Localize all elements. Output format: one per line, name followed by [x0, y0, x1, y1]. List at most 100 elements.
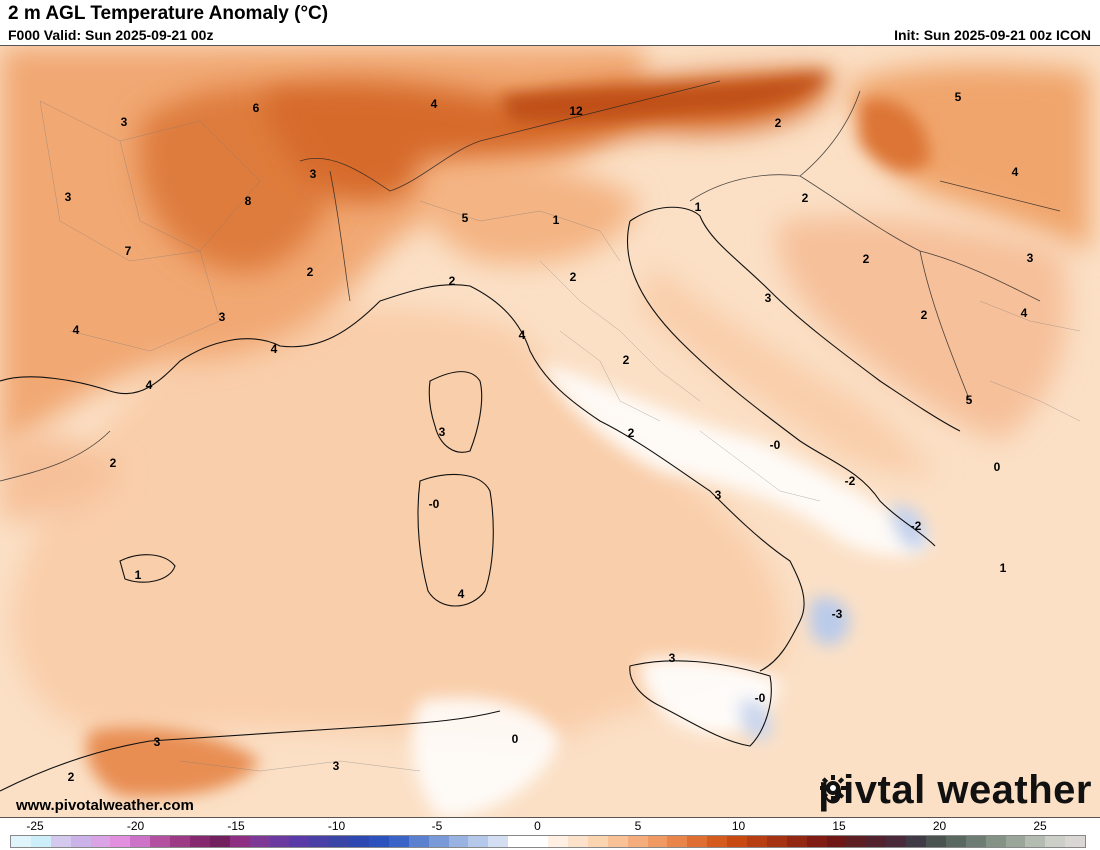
anomaly-value-label: -0 [428, 497, 440, 511]
anomaly-value-label: 0 [511, 732, 519, 746]
color-scale-swatch [408, 836, 429, 847]
color-scale-swatch [965, 836, 986, 847]
anomaly-value-label: 3 [120, 115, 128, 129]
anomaly-value-label: 12 [569, 104, 583, 118]
anomaly-value-label: 2 [774, 116, 782, 130]
color-scale-swatch [468, 836, 489, 847]
anomaly-value-label: -0 [754, 691, 766, 705]
color-scale-swatch [746, 836, 767, 847]
anomaly-value-label: 3 [309, 167, 317, 181]
color-scale-swatch [587, 836, 608, 847]
color-scale-tick: 25 [1033, 819, 1047, 833]
color-scale-tick: -25 [26, 819, 44, 833]
color-scale-swatch [687, 836, 708, 847]
calabria-cool [810, 597, 850, 646]
anomaly-value-label: 7 [124, 244, 132, 258]
color-scale-swatch [548, 836, 568, 847]
anomaly-value-label: 1 [552, 213, 560, 227]
spain-warm [0, 432, 120, 521]
color-scale-swatch [806, 836, 827, 847]
color-scale-tick: 0 [534, 819, 541, 833]
color-scale-swatch [1045, 836, 1066, 847]
anomaly-value-label: 3 [332, 759, 340, 773]
color-scale-swatch [567, 836, 588, 847]
valid-time: F000 Valid: Sun 2025-09-21 00z [8, 27, 214, 43]
color-scale-swatch [667, 836, 688, 847]
color-scale-tick: 15 [832, 819, 846, 833]
color-scale-swatch [1025, 836, 1046, 847]
anomaly-map[interactable]: 6 4 12 2 5 3 3 4 3 8 5 1 1 2 7 2 2 2 2 3 3 3 4 4 4 2 4 2 4 5 3 2 -0 2 0 -2 3… [0, 45, 1100, 818]
anomaly-value-label: 2 [109, 456, 117, 470]
anomaly-value-label: 8 [244, 194, 252, 208]
anomaly-value-label: 3 [438, 425, 446, 439]
color-scale-swatch [170, 836, 191, 847]
color-scale-swatch [647, 836, 668, 847]
map-title: 2 m AGL Temperature Anomaly (°C) [8, 3, 329, 24]
sun-gear-icon [820, 775, 847, 801]
color-scale-swatch [866, 836, 887, 847]
anomaly-value-label: 4 [270, 342, 278, 356]
color-scale: -25 -20 -15 -10 -5 0 5 10 15 20 25 [10, 820, 1086, 850]
site-url[interactable]: www.pivotalweather.com [16, 797, 194, 814]
color-scale-swatch [488, 836, 509, 847]
anomaly-value-label: 3 [764, 291, 772, 305]
color-scale-tick: -10 [327, 819, 346, 833]
color-scale-swatch [388, 836, 409, 847]
color-scale-tick: -5 [431, 819, 443, 833]
admin-boundaries [39, 100, 1081, 772]
anomaly-value-label: 2 [67, 770, 75, 784]
anomaly-value-label: 4 [145, 378, 153, 392]
anomaly-value-label: 1 [694, 200, 702, 214]
color-scale-swatch [11, 836, 31, 847]
tunisia-neutral [411, 697, 560, 817]
color-scale-swatch [349, 836, 370, 847]
anomaly-value-label: 1 [134, 568, 142, 582]
color-scale-swatch [846, 836, 867, 847]
color-scale-swatch [249, 836, 270, 847]
anomaly-value-label: -3 [831, 607, 843, 621]
anomaly-value-label: 3 [153, 735, 161, 749]
color-scale-swatch [508, 836, 529, 847]
color-scale-swatch [766, 836, 787, 847]
anomaly-value-label: 3 [668, 651, 676, 665]
anomaly-value-label: 5 [954, 90, 962, 104]
color-scale-swatch [1065, 836, 1086, 847]
borders [0, 80, 1061, 482]
color-scale-swatch [309, 836, 330, 847]
anomaly-value-label: 5 [461, 211, 469, 225]
anomaly-value-label: 5 [965, 393, 973, 407]
color-scale-tick: 5 [634, 819, 642, 833]
anomaly-value-label: 2 [569, 270, 577, 284]
logo-text-right: tal weather [877, 768, 1092, 812]
hungary-hot [860, 99, 930, 172]
color-scale-swatch [1005, 836, 1026, 847]
color-scale-swatch [90, 836, 111, 847]
map-canvas [0, 46, 1100, 817]
anomaly-value-label: -2 [844, 474, 856, 488]
coastlines [0, 206, 961, 792]
anomaly-value-label: 1 [999, 561, 1007, 575]
alps-max [500, 73, 830, 123]
color-scale-swatch [528, 836, 549, 847]
anomaly-value-label: 6 [252, 101, 260, 115]
color-scale-swatch [707, 836, 728, 847]
sicily-cool [740, 700, 771, 740]
anomaly-value-label: 4 [430, 97, 438, 111]
color-scale-tick: -20 [126, 819, 145, 833]
anomaly-value-label: 2 [920, 308, 928, 322]
color-scale-swatch [289, 836, 310, 847]
anomaly-value-label: -0 [769, 438, 781, 452]
color-scale-swatch [369, 836, 389, 847]
color-scale-ticks: -25 -20 -15 -10 -5 0 5 10 15 20 25 [10, 820, 1086, 834]
anomaly-value-label: 0 [993, 460, 1001, 474]
color-scale-swatch [190, 836, 210, 847]
color-scale-swatch [607, 836, 628, 847]
anomaly-value-label: 4 [457, 587, 465, 601]
color-scale-tick: -15 [227, 819, 245, 833]
anomaly-value-label: 2 [801, 191, 809, 205]
hungary-warm [850, 64, 1090, 251]
anomaly-value-label: 4 [1020, 306, 1028, 320]
color-scale-swatch [985, 836, 1006, 847]
color-scale-tick: 20 [932, 819, 947, 833]
anomaly-value-label: 2 [862, 252, 870, 266]
